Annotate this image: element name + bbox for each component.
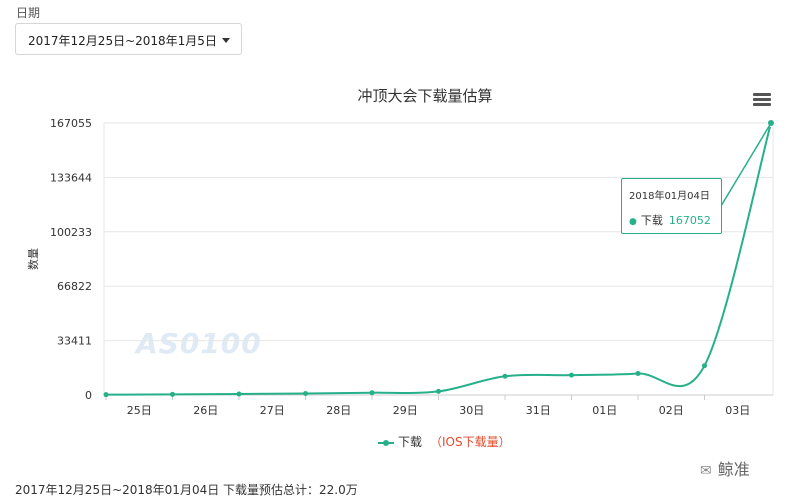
hamburger-menu-icon[interactable]	[753, 93, 771, 107]
x-tick-label: 03日	[725, 404, 750, 417]
x-tick-label: 26日	[193, 404, 218, 417]
data-point	[702, 363, 707, 369]
brand-mark: ✉ 鲸准	[700, 456, 750, 480]
series-line-download	[105, 122, 772, 396]
data-point	[303, 391, 308, 397]
x-tick-label: 28日	[326, 404, 351, 417]
chart-title: 冲顶大会下载量估算	[357, 87, 493, 105]
data-point	[569, 372, 574, 378]
y-tick-labels: 0 33411 66822 100233 133644 167055	[50, 117, 92, 402]
y-tick-label: 33411	[57, 335, 92, 348]
legend-series-name: 下载	[398, 435, 423, 449]
data-point	[369, 390, 375, 396]
x-tick-label: 31日	[526, 404, 551, 417]
chevron-down-icon	[222, 38, 230, 43]
y-tick-label: 66822	[57, 280, 92, 293]
legend-item[interactable]: 下载 （IOS下载量）	[378, 433, 511, 450]
tooltip-row: ● 下载 167052	[629, 212, 711, 228]
series-dot-icon: ●	[629, 217, 637, 227]
date-filter-label: 日期	[16, 6, 41, 20]
grid-lines	[103, 122, 774, 400]
tooltip-value: 167052	[668, 214, 711, 227]
date-range-value: 2017年12月25日~2018年1月5日	[28, 34, 217, 48]
tooltip-connector	[720, 122, 772, 207]
watermark: AS0100	[136, 327, 262, 360]
x-tick-label: 29日	[393, 404, 418, 417]
data-point	[436, 388, 441, 394]
y-axis-label: 数量	[27, 248, 40, 270]
tooltip-series-name: 下载	[640, 214, 663, 227]
date-range-select[interactable]: 2017年12月25日~2018年1月5日	[15, 23, 242, 55]
data-point	[170, 391, 175, 397]
brand-name: 鲸准	[717, 460, 750, 479]
data-point	[502, 373, 508, 379]
wechat-icon: ✉	[700, 463, 712, 479]
x-tick-label: 25日	[127, 404, 152, 417]
x-tick-label: 02日	[659, 404, 684, 417]
y-tick-label: 167055	[50, 117, 92, 130]
legend-line-icon	[378, 438, 394, 448]
tooltip: 2018年01月04日 ● 下载 167052	[621, 178, 722, 234]
x-tick-label: 01日	[592, 404, 617, 417]
legend-note: （IOS下载量）	[430, 435, 511, 449]
data-point	[236, 391, 242, 397]
tooltip-date: 2018年01月04日	[629, 191, 710, 202]
data-point	[635, 371, 641, 377]
x-tick-label: 27日	[260, 404, 285, 417]
download-summary: 2017年12月25日~2018年01月04日 下载量预估总计：22.0万	[15, 483, 358, 497]
y-tick-label: 133644	[50, 171, 92, 184]
series-group	[103, 119, 775, 398]
data-point	[103, 392, 109, 398]
y-tick-label: 0	[85, 389, 92, 402]
y-tick-label: 100233	[50, 226, 92, 239]
x-tick-label: 30日	[459, 404, 484, 417]
x-tick-labels: 25日 26日 27日 28日 29日 30日 31日 01日 02日 03日	[127, 404, 751, 417]
